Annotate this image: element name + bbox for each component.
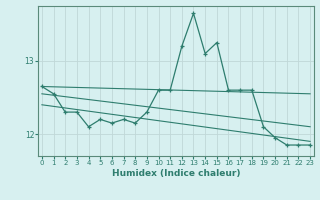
X-axis label: Humidex (Indice chaleur): Humidex (Indice chaleur) <box>112 169 240 178</box>
